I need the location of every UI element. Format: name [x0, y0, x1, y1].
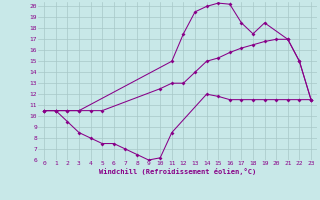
X-axis label: Windchill (Refroidissement éolien,°C): Windchill (Refroidissement éolien,°C)	[99, 168, 256, 175]
